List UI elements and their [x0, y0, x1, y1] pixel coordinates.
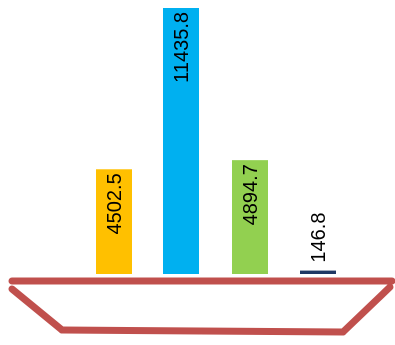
bar-3	[232, 160, 268, 274]
value-label-2: 11435.8	[171, 12, 193, 83]
bar-1	[96, 169, 132, 274]
value-label-4: 146.8	[308, 213, 330, 263]
base-right-edge	[339, 283, 394, 336]
base-left-edge	[8, 285, 66, 334]
bar-2	[163, 8, 199, 274]
chart-base	[8, 277, 395, 336]
base-bottom-edge	[58, 326, 347, 336]
labels-group: 4502.5 11435.8 4894.7 146.8	[104, 12, 330, 263]
value-label-1: 4502.5	[104, 173, 126, 234]
bars-group	[96, 8, 336, 274]
bar-4	[300, 270, 336, 274]
value-label-3: 4894.7	[240, 164, 262, 225]
